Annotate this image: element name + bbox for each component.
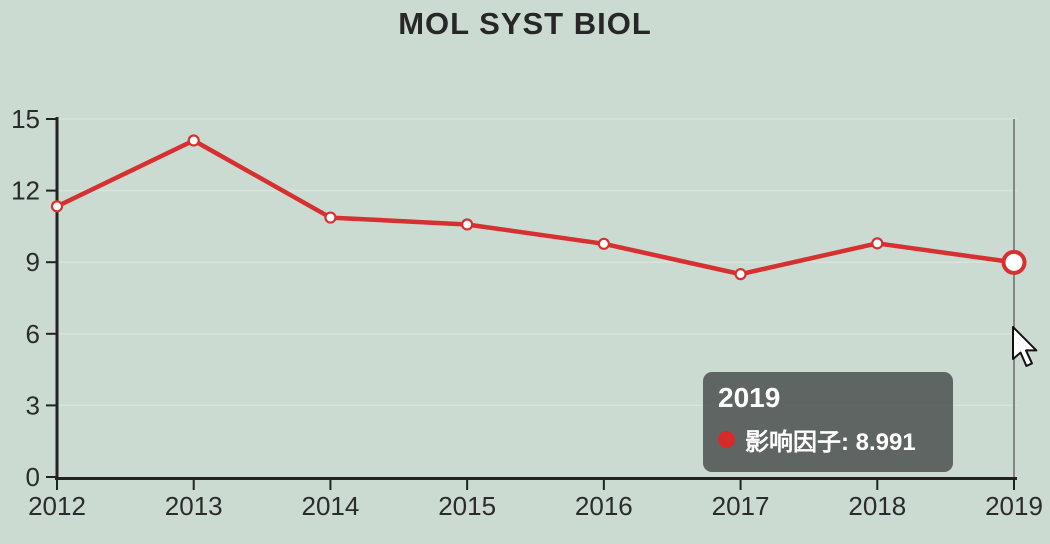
data-point-marker[interactable] <box>50 200 64 213</box>
tooltip-year: 2019 <box>718 382 781 413</box>
x-tick-label: 2014 <box>302 491 360 521</box>
highlighted-data-point[interactable] <box>1001 249 1027 275</box>
y-tick-label: 12 <box>11 176 40 206</box>
chart-title: MOL SYST BIOL <box>398 6 652 41</box>
data-point-marker[interactable] <box>324 211 337 224</box>
x-tick-label: 2018 <box>848 491 906 521</box>
series-dot-icon <box>718 431 735 448</box>
x-tick-label: 2012 <box>28 491 86 521</box>
tooltip-value-text: 影响因子: 8.991 <box>745 429 916 456</box>
data-point-marker[interactable] <box>461 218 474 231</box>
mouse-cursor <box>1012 326 1038 367</box>
data-point-marker[interactable] <box>871 237 884 250</box>
tooltip: 2019 影响因子: 8.991 <box>703 372 953 472</box>
x-tick-label: 2017 <box>712 491 770 521</box>
x-tick-label: 2015 <box>438 491 496 521</box>
y-tick-label: 15 <box>11 104 40 134</box>
data-point-marker[interactable] <box>734 268 747 281</box>
y-tick-label: 6 <box>26 319 40 349</box>
y-tick-label: 3 <box>26 390 40 420</box>
tooltip-value-row: 影响因子: 8.991 <box>718 422 938 457</box>
x-tick-label: 2019 <box>985 491 1043 521</box>
data-point-marker[interactable] <box>187 134 200 147</box>
y-tick-label: 0 <box>26 462 40 492</box>
x-tick-label: 2016 <box>575 491 633 521</box>
data-point-marker[interactable] <box>597 237 610 250</box>
x-tick-label: 2013 <box>165 491 223 521</box>
series-line <box>54 138 1017 277</box>
y-tick-label: 9 <box>26 247 40 277</box>
